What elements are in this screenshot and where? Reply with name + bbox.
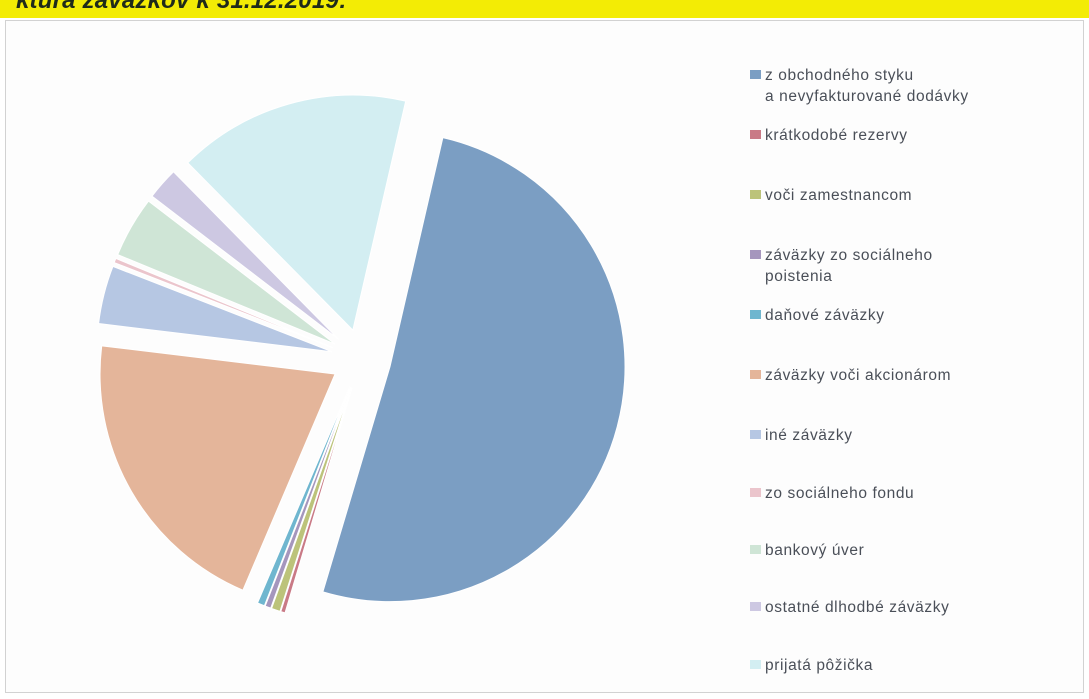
legend-item: iné záväzky — [750, 425, 853, 446]
legend-label: záväzky zo sociálneho poistenia — [765, 247, 933, 285]
legend-swatch — [750, 190, 761, 199]
legend-item: z obchodného styku a nevyfakturované dod… — [750, 65, 969, 107]
legend-item: krátkodobé rezervy — [750, 125, 908, 146]
legend-label: prijatá pôžička — [765, 657, 874, 674]
pie-slice — [270, 387, 352, 612]
legend-item: prijatá pôžička — [750, 655, 873, 676]
pie-slice — [322, 137, 626, 603]
pie-slice — [98, 265, 333, 353]
legend-label: krátkodobé rezervy — [765, 127, 908, 144]
pie-chart — [98, 94, 626, 614]
title-bar: ktúra záväzkov k 31.12.2019: — [0, 0, 1089, 18]
legend-item: voči zamestnancom — [750, 185, 912, 206]
legend-item: záväzky voči akcionárom — [750, 365, 951, 386]
legend-swatch — [750, 660, 761, 669]
legend-swatch — [750, 70, 761, 79]
legend-label: zo sociálneho fondu — [765, 485, 915, 502]
legend-label: ostatné dlhodbé záväzky — [765, 599, 950, 616]
legend-label: voči zamestnancom — [765, 187, 913, 204]
legend-swatch — [750, 370, 761, 379]
legend-item: zo sociálneho fondu — [750, 483, 914, 504]
pie-slice — [256, 386, 351, 607]
legend-label: iné záväzky — [765, 427, 853, 444]
chart-frame: z obchodného styku a nevyfakturované dod… — [5, 20, 1084, 693]
pie-slice — [99, 345, 336, 591]
legend-swatch — [750, 488, 761, 497]
legend-item: bankový úver — [750, 540, 864, 561]
pie-slice — [151, 171, 339, 340]
chart-title: ktúra záväzkov k 31.12.2019: — [16, 0, 348, 14]
legend-label: bankový úver — [765, 542, 865, 559]
pie-slice — [113, 257, 334, 349]
legend-item: daňové záväzky — [750, 305, 885, 326]
legend-swatch — [750, 310, 761, 319]
legend-swatch — [750, 130, 761, 139]
legend-item: záväzky zo sociálneho poistenia — [750, 245, 933, 287]
legend-label: záväzky voči akcionárom — [765, 367, 952, 384]
pie-slice — [264, 386, 351, 609]
legend-label: daňové záväzky — [765, 307, 885, 324]
legend-swatch — [750, 430, 761, 439]
pie-slice — [187, 94, 407, 332]
legend-swatch — [750, 545, 761, 554]
legend-item: ostatné dlhodbé záväzky — [750, 597, 949, 618]
pie-slice — [280, 387, 353, 614]
legend-label: z obchodného styku a nevyfakturované dod… — [765, 67, 969, 105]
legend-swatch — [750, 602, 761, 611]
legend-swatch — [750, 250, 761, 259]
pie-slice — [117, 200, 336, 345]
